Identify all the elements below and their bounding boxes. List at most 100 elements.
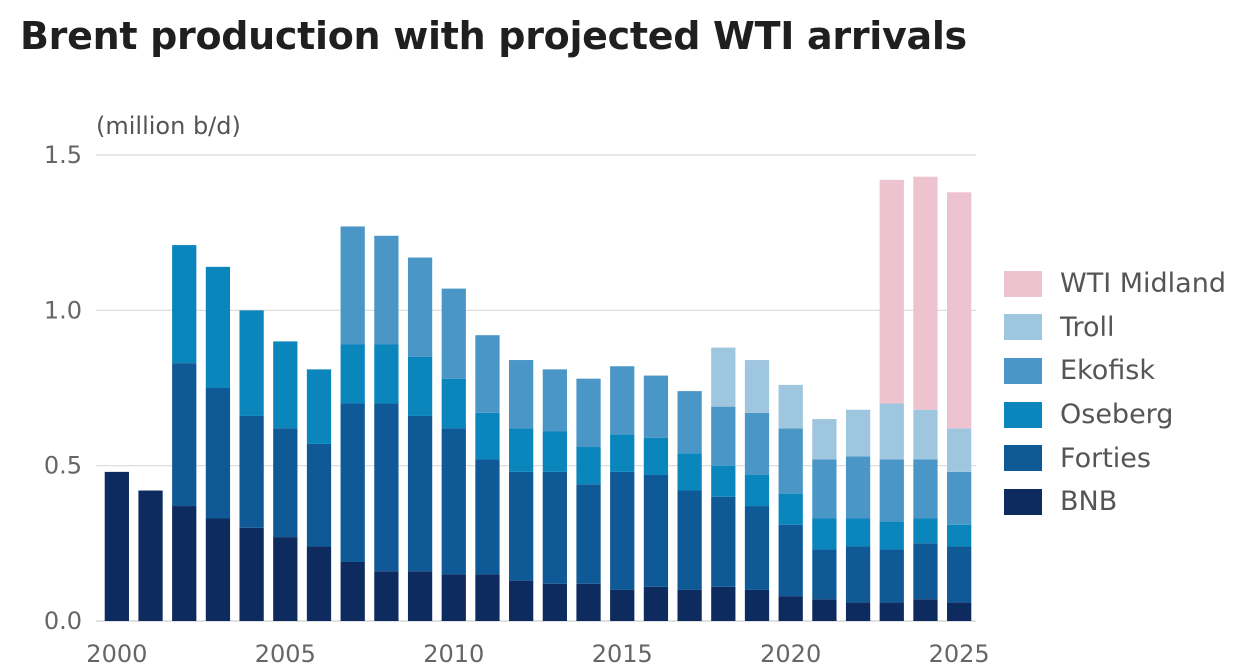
bar-segment-oseberg xyxy=(744,474,770,507)
bars xyxy=(104,176,972,621)
legend-item: Oseberg xyxy=(1004,393,1226,437)
bar-stack-2017 xyxy=(677,391,702,621)
bar-segment-bnb xyxy=(138,490,163,621)
bar-segment-forties xyxy=(542,471,567,584)
bar-segment-forties xyxy=(711,496,736,587)
bar-segment-forties xyxy=(610,471,635,590)
y-axis-unit-label: (million b/d) xyxy=(96,112,241,140)
legend-item: BNB xyxy=(1004,480,1226,524)
stacked-bar-chart: 0.0 0.5 1.0 1.5 2000 2005 2010 2015 2020 2025 xyxy=(44,141,990,668)
bar-segment-bnb xyxy=(947,602,972,621)
bar-segment-troll xyxy=(778,384,803,429)
bar-stack-2005 xyxy=(273,341,298,621)
bar-stack-2012 xyxy=(509,360,534,621)
bar-segment-bnb xyxy=(509,580,534,621)
bar-segment-forties xyxy=(374,403,399,572)
bar-segment-forties xyxy=(744,506,770,590)
bar-segment-oseberg xyxy=(340,344,365,404)
bar-segment-bnb xyxy=(475,574,500,621)
bar-stack-2010 xyxy=(441,288,466,621)
y-tick-label: 0.0 xyxy=(44,607,82,635)
bar-segment-oseberg xyxy=(711,465,736,497)
bar-segment-ekofisk xyxy=(374,235,399,345)
bar-stack-2022 xyxy=(845,409,871,621)
bar-segment-bnb xyxy=(643,586,669,621)
bar-segment-troll xyxy=(845,409,871,457)
bar-segment-bnb xyxy=(205,518,231,621)
bar-segment-oseberg xyxy=(441,378,466,429)
bar-segment-bnb xyxy=(104,471,129,621)
legend: WTI Midland Troll Ekofisk Oseberg Forties BNB xyxy=(1004,262,1226,524)
y-tick-label: 1.5 xyxy=(44,141,82,169)
bar-segment-ekofisk xyxy=(340,226,365,345)
bar-segment-bnb xyxy=(610,589,635,621)
bar-segment-bnb xyxy=(172,506,197,621)
bar-segment-ekofisk xyxy=(778,428,803,494)
bar-segment-oseberg xyxy=(643,437,669,475)
bar-segment-bnb xyxy=(273,537,298,621)
bar-segment-oseberg xyxy=(845,518,871,547)
legend-label: Ekofisk xyxy=(1060,355,1155,387)
bar-stack-2018 xyxy=(711,347,736,621)
bar-segment-oseberg xyxy=(947,524,972,547)
bar-segment-ekofisk xyxy=(643,375,669,438)
bar-stack-2001 xyxy=(138,490,163,621)
bar-segment-forties xyxy=(205,388,231,519)
bar-stack-2003 xyxy=(205,266,231,621)
bar-segment-forties xyxy=(306,443,332,547)
x-tick-label: 2015 xyxy=(592,640,653,668)
legend-label: Troll xyxy=(1060,311,1115,343)
bar-segment-oseberg xyxy=(879,521,904,550)
bar-segment-bnb xyxy=(913,599,938,621)
bar-segment-forties xyxy=(778,524,803,597)
bar-stack-2021 xyxy=(812,419,837,621)
bar-segment-wti-midland xyxy=(913,176,938,410)
bar-segment-ekofisk xyxy=(441,288,466,379)
legend-label: Forties xyxy=(1060,442,1151,474)
bar-segment-bnb xyxy=(879,602,904,621)
bar-stack-2019 xyxy=(744,360,770,621)
bar-segment-bnb xyxy=(239,527,264,621)
bar-segment-ekofisk xyxy=(576,378,601,448)
bar-segment-forties xyxy=(677,490,702,590)
bar-segment-ekofisk xyxy=(407,257,433,357)
bar-stack-2014 xyxy=(576,378,601,621)
bar-segment-oseberg xyxy=(273,341,298,429)
legend-item: Ekofisk xyxy=(1004,349,1226,393)
x-tick-label: 2005 xyxy=(255,640,316,668)
bar-segment-forties xyxy=(509,471,534,581)
bar-segment-bnb xyxy=(441,574,466,621)
bar-segment-oseberg xyxy=(812,518,837,550)
bar-segment-forties xyxy=(643,474,669,587)
y-axis-ticks: 0.0 0.5 1.0 1.5 xyxy=(44,141,82,635)
bar-stack-2004 xyxy=(239,310,264,621)
bar-stack-2002 xyxy=(172,245,197,621)
bar-segment-oseberg xyxy=(576,447,601,485)
bar-segment-bnb xyxy=(812,599,837,621)
bar-segment-troll xyxy=(711,347,736,407)
bar-segment-ekofisk xyxy=(542,369,567,432)
bar-segment-forties xyxy=(576,484,601,584)
bar-stack-2025 xyxy=(947,192,972,621)
bar-segment-forties xyxy=(340,403,365,562)
legend-swatch xyxy=(1004,270,1042,297)
legend-swatch xyxy=(1004,401,1042,428)
bar-segment-bnb xyxy=(711,586,736,621)
bar-segment-forties xyxy=(947,546,972,603)
legend-item: Troll xyxy=(1004,306,1226,350)
bar-segment-forties xyxy=(812,549,837,600)
bar-segment-ekofisk xyxy=(677,391,702,454)
legend-swatch xyxy=(1004,357,1042,384)
legend-swatch xyxy=(1004,445,1042,472)
bar-segment-wti-midland xyxy=(947,192,972,429)
bar-segment-oseberg xyxy=(913,518,938,544)
bar-segment-ekofisk xyxy=(475,335,500,413)
bar-segment-ekofisk xyxy=(913,459,938,519)
bar-segment-bnb xyxy=(374,571,399,621)
bar-segment-ekofisk xyxy=(711,406,736,466)
bar-stack-2013 xyxy=(542,369,567,621)
bar-segment-bnb xyxy=(778,596,803,621)
bar-segment-ekofisk xyxy=(509,360,534,429)
bar-segment-forties xyxy=(845,546,871,603)
bar-segment-bnb xyxy=(407,571,433,621)
